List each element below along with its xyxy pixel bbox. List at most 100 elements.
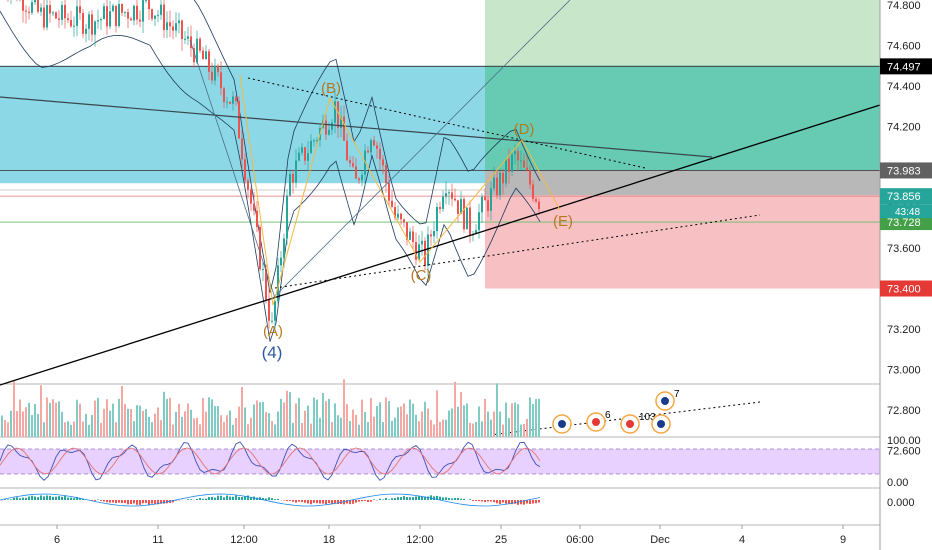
macd-hist: [196, 498, 198, 500]
macd-hist: [370, 500, 372, 502]
candle-body: [157, 14, 159, 16]
volume-bar: [100, 423, 102, 437]
macd-hist: [37, 497, 39, 500]
event-icon: [661, 397, 669, 405]
macd-hist: [124, 500, 126, 504]
candle-body: [37, 0, 39, 12]
candle-body: [226, 101, 228, 103]
macd-hist: [496, 500, 498, 504]
macd-hist: [346, 500, 348, 504]
volume-bar: [415, 414, 417, 437]
volume-bar: [457, 406, 459, 437]
candle-body: [94, 21, 96, 35]
volume-bar: [328, 398, 330, 437]
macd-hist: [382, 499, 384, 500]
volume-bar: [127, 408, 129, 437]
volume-bar: [244, 407, 246, 437]
candle-body: [139, 19, 141, 22]
candle-body: [67, 18, 69, 20]
volume-bar: [79, 403, 81, 437]
wave-label: (E): [553, 213, 573, 230]
event-count: 103: [639, 412, 656, 423]
macd-hist: [139, 500, 141, 505]
macd-hist: [415, 496, 417, 500]
macd-hist: [52, 496, 54, 500]
candle-body: [286, 195, 288, 239]
macd-hist: [403, 496, 405, 500]
candle-body: [40, 7, 42, 12]
price-tick: 74.200: [887, 122, 921, 134]
volume-bar: [334, 403, 336, 437]
volume-bar: [319, 417, 321, 437]
volume-bar: [154, 413, 156, 437]
trendline-resistance: [0, 96, 713, 158]
macd-hist: [445, 497, 447, 500]
price-badge-label: 73.856: [887, 191, 921, 203]
macd-hist: [301, 500, 303, 502]
event-icon: [592, 418, 600, 426]
candle-body: [520, 160, 522, 162]
macd-hist: [499, 500, 501, 504]
candle-body: [214, 65, 216, 81]
macd-hist: [304, 500, 306, 503]
volume-bar: [424, 401, 426, 437]
candle-body: [367, 150, 369, 153]
macd-hist: [289, 500, 291, 501]
macd-hist: [472, 500, 474, 501]
volume-bar: [268, 413, 270, 437]
volume-bar: [226, 415, 228, 437]
volume-bar: [190, 409, 192, 437]
volume-bar: [64, 422, 66, 437]
event-count: 7: [674, 389, 680, 400]
macd-hist: [241, 497, 243, 500]
candle-body: [217, 65, 219, 73]
macd-hist: [160, 500, 162, 504]
macd-hist: [448, 497, 450, 500]
macd-hist: [211, 496, 213, 500]
candle-body: [202, 50, 204, 60]
volume-bar: [184, 411, 186, 437]
candle-body: [310, 140, 312, 154]
volume-bar: [439, 421, 441, 437]
candle-body: [328, 129, 330, 135]
volume-bar: [55, 402, 57, 437]
macd-hist: [40, 495, 42, 500]
price-badge: [880, 162, 932, 179]
volume-bar: [28, 402, 30, 437]
macd-hist: [337, 500, 339, 505]
macd-hist: [43, 496, 45, 500]
trendline-support: [0, 104, 881, 386]
macd-hist: [325, 500, 327, 505]
candle-body: [505, 158, 507, 184]
macd-hist: [352, 500, 354, 504]
candle-body: [529, 170, 531, 185]
candle-body: [532, 184, 534, 199]
macd-hist: [268, 497, 270, 500]
macd-hist: [532, 500, 534, 504]
volume-bar: [139, 405, 141, 437]
macd-hist: [409, 497, 411, 500]
candle-body: [427, 234, 429, 266]
volume-bar: [325, 401, 327, 437]
macd-hist: [16, 497, 18, 500]
candle-body: [169, 22, 171, 27]
macd-hist: [505, 500, 507, 504]
volume-bar: [535, 399, 537, 437]
volume-bar: [70, 424, 72, 437]
volume-bar: [364, 411, 366, 437]
macd-hist: [61, 496, 63, 500]
volume-bar: [409, 399, 411, 437]
macd-hist: [358, 500, 360, 502]
candle-body: [382, 159, 384, 166]
candle-body: [397, 213, 399, 218]
volume-bar: [19, 399, 21, 437]
macd-hist: [388, 499, 390, 500]
volume-bar: [271, 421, 273, 437]
candle-body: [400, 213, 402, 220]
macd-hist: [307, 500, 309, 504]
price-badge: [880, 188, 932, 205]
candle-body: [514, 151, 516, 155]
candle-body: [526, 167, 528, 171]
candle-body: [361, 174, 363, 181]
